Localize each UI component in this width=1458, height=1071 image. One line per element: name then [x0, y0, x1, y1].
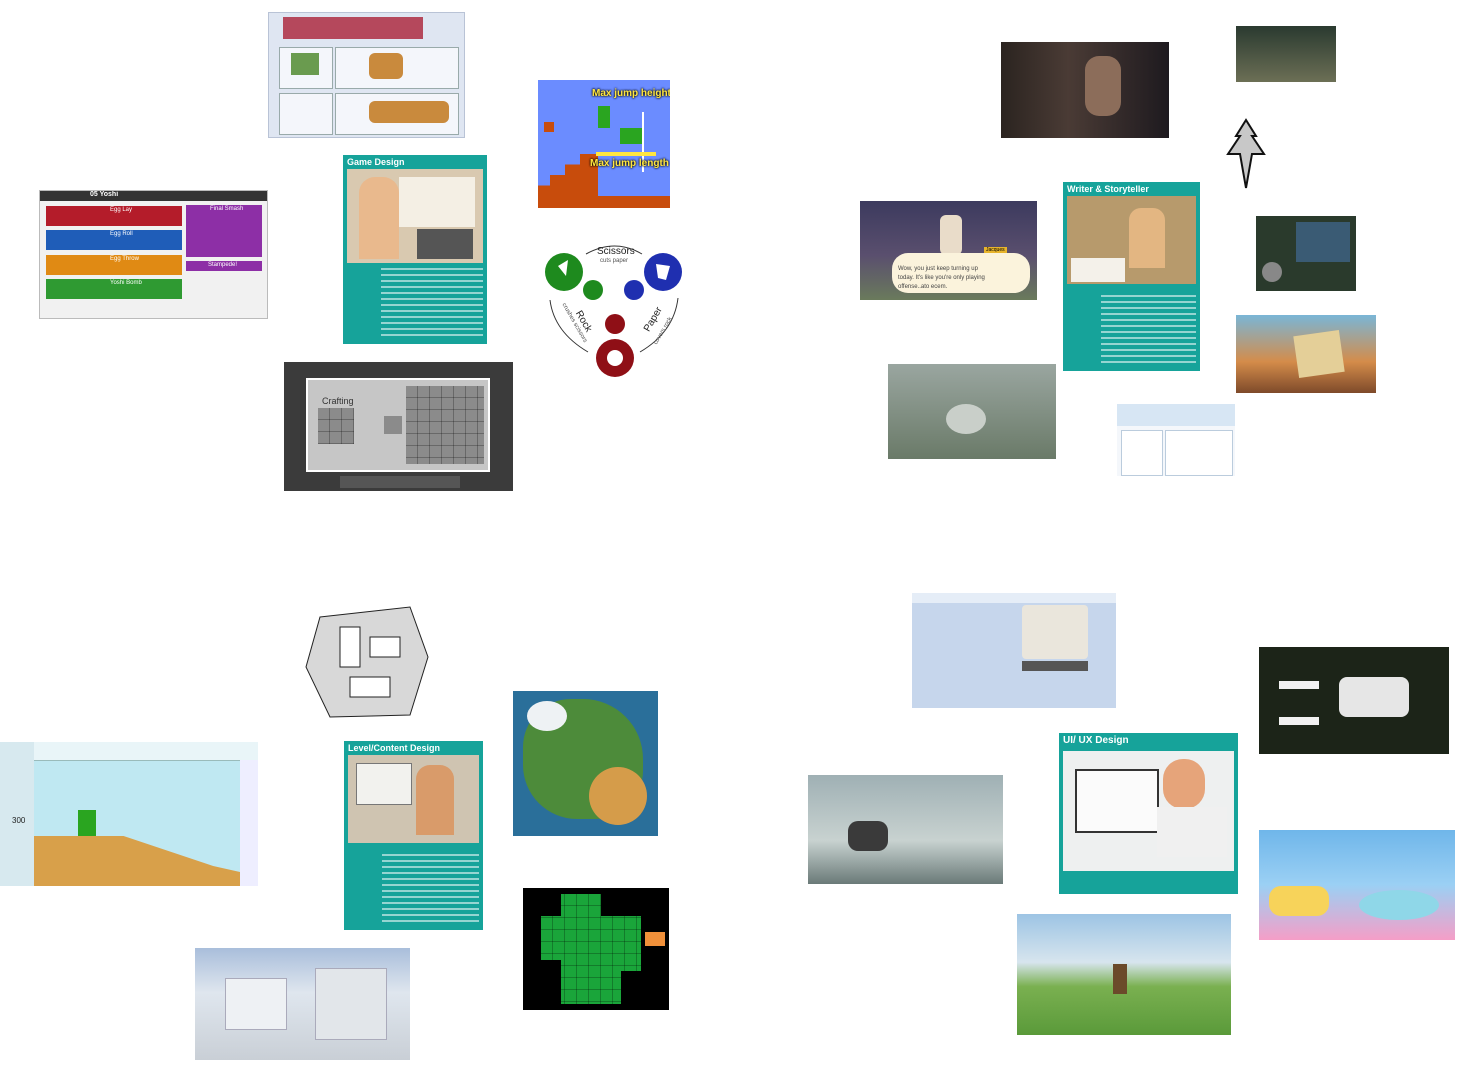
ruins-game-screenshot — [888, 364, 1056, 459]
mario-jump-image: Max jump height Max jump length — [538, 80, 670, 208]
quest-ui-screenshot — [1117, 404, 1235, 476]
card-ui-ux-design: UI/ UX Design — [1059, 733, 1238, 894]
fall-guys-screenshot — [1259, 830, 1455, 940]
deer-forest-screenshot — [808, 775, 1003, 884]
card-game-design-title: Game Design — [347, 157, 405, 167]
mario-maker-editor: 300 — [0, 742, 258, 886]
side-2: Stampede! — [208, 262, 238, 268]
crafting-label: Crafting — [322, 396, 354, 406]
card-game-design: Game Design — [343, 155, 487, 344]
card-level-title: Level/Content Design — [348, 743, 441, 753]
zelda-botw-screenshot — [1017, 914, 1231, 1035]
down-arrow-icon — [1226, 118, 1266, 189]
move-4: Yoshi Bomb — [110, 280, 142, 286]
move-3: Egg Throw — [110, 256, 139, 262]
rock-paper-scissors-diagram: Scissors cuts paper Paper covers rock Ro… — [538, 240, 688, 380]
jump-height-label: Max jump height — [592, 88, 670, 99]
ui-screenshot-instructions-card — [268, 12, 465, 138]
move-1: Egg Lay — [110, 207, 133, 213]
card-writer-title: Writer & Storyteller — [1067, 184, 1149, 194]
ac-speaker: Jacques — [984, 247, 1007, 253]
telltale-dialog-screenshot — [1001, 42, 1169, 138]
minecraft-crafting-screen: Crafting — [284, 362, 513, 491]
card-uiux-title: UI/ UX Design — [1063, 735, 1129, 746]
animal-crossing-dialog: Jacques Wow, you just keep turning up to… — [860, 201, 1037, 300]
among-us-map — [1256, 216, 1356, 291]
rps-scissors-sub: cuts paper — [600, 258, 629, 264]
jump-length-label: Max jump length — [590, 158, 669, 169]
zelda-dungeon-map — [523, 888, 669, 1010]
accessibility-settings-screenshot — [912, 593, 1116, 708]
fortnite-island-map — [513, 691, 658, 836]
card-level-content-design: Level/Content Design — [344, 741, 483, 930]
firewatch-map-image — [1236, 315, 1376, 393]
switch-system-settings — [1259, 647, 1449, 754]
smash-yoshi-moveset: 05 Yoshi Egg Lay Egg Roll Egg Throw Yosh… — [39, 190, 268, 319]
card-writer-storyteller: Writer & Storyteller — [1063, 182, 1200, 371]
ac-dialog: Wow, you just keep turning up today. It'… — [898, 266, 985, 290]
rps-scissors: Scissors — [597, 246, 635, 257]
move-2: Egg Roll — [110, 231, 133, 237]
greybox-level-screenshot — [195, 948, 410, 1060]
smash-title: 05 Yoshi — [90, 191, 119, 198]
street-game-screenshot — [1236, 26, 1336, 82]
coin-count: 300 — [12, 816, 26, 825]
hand-drawn-level-map — [300, 597, 435, 725]
side-1: Final Smash — [210, 206, 244, 212]
